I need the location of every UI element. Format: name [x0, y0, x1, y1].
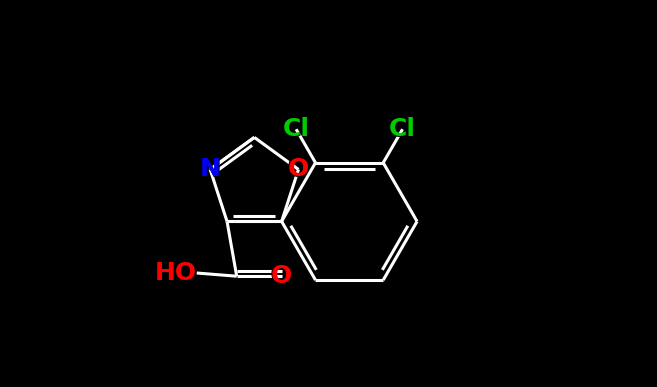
Text: N: N [200, 158, 221, 182]
Text: HO: HO [154, 261, 196, 285]
Text: O: O [288, 158, 309, 182]
Text: O: O [271, 264, 292, 288]
Text: Cl: Cl [283, 117, 309, 141]
Text: Cl: Cl [388, 115, 418, 143]
Text: Cl: Cl [389, 117, 416, 141]
Text: N: N [198, 156, 221, 183]
Text: HO: HO [150, 259, 196, 287]
Text: Cl: Cl [281, 115, 311, 143]
Text: O: O [270, 262, 294, 290]
Text: O: O [286, 156, 310, 183]
